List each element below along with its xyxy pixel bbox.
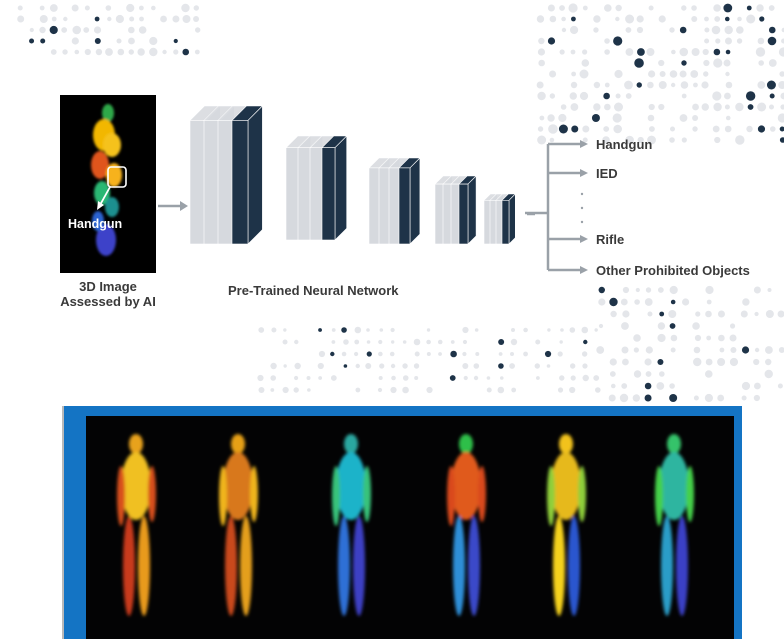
output-label-other-prohibited-objects: Other Prohibited Objects <box>596 263 750 278</box>
nn-layer-0-3 <box>231 105 264 245</box>
input-caption: 3D Image Assessed by AI <box>38 279 178 309</box>
nn-layer-1-3 <box>321 135 348 241</box>
panel-left-edge <box>62 406 64 639</box>
output-arrow-other <box>548 266 588 274</box>
input-3d-scan-image <box>60 95 156 273</box>
output-arrow-ied <box>548 169 588 177</box>
body-scan-image <box>86 416 734 639</box>
input-arrow <box>158 201 188 211</box>
body-scan-panel <box>62 406 742 639</box>
output-connector <box>525 140 588 274</box>
scanned-person-2 <box>219 434 258 616</box>
scanned-person-6 <box>655 434 694 616</box>
detected-object-label: Handgun <box>68 217 123 231</box>
output-label-handgun: Handgun <box>596 137 653 152</box>
scanned-person-3 <box>332 434 371 616</box>
scanned-person-5 <box>547 434 586 616</box>
nn-layer-3-3 <box>458 175 477 245</box>
network-caption: Pre-Trained Neural Network <box>228 283 399 298</box>
nn-layer-4-3 <box>501 193 517 245</box>
output-label-ied: IED <box>596 166 618 181</box>
input-caption-line1: 3D Image <box>79 279 137 294</box>
nn-layer-2-3 <box>398 157 421 245</box>
output-arrow-handgun <box>548 140 588 148</box>
input-caption-line2: Assessed by AI <box>60 294 156 309</box>
output-arrow-rifle <box>548 235 588 243</box>
neural-network-diagram <box>189 105 535 245</box>
scanned-person-1 <box>117 434 156 616</box>
scanned-person-4 <box>447 434 486 616</box>
output-label-rifle: Rifle <box>596 232 625 247</box>
